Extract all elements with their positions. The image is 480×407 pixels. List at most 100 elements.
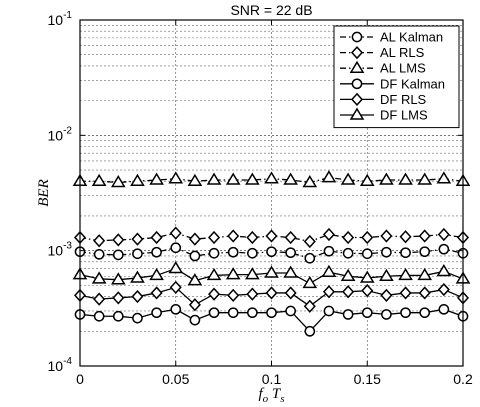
data-point: [168, 171, 184, 184]
data-point: [206, 172, 222, 185]
data-point: [131, 289, 144, 304]
y-tick-label: 10-4: [48, 356, 73, 374]
legend-entry-label: AL RLS: [380, 45, 425, 60]
data-point: [151, 307, 162, 319]
y-tick-label: 10-1: [48, 10, 73, 28]
data-point: [91, 173, 107, 186]
x-tick-label: 0.15: [354, 371, 381, 387]
legend-entry-label: AL Kalman: [380, 30, 443, 45]
data-point: [359, 270, 375, 283]
data-point: [93, 292, 106, 306]
data-point: [264, 265, 279, 278]
data-point: [284, 286, 297, 300]
legend-entry-label: DF LMS: [380, 108, 428, 123]
data-point: [112, 291, 125, 305]
data-point: [436, 171, 452, 184]
x-tick-label: 0.05: [162, 371, 189, 387]
data-point: [112, 310, 124, 322]
data-point: [168, 261, 184, 274]
data-point: [170, 303, 182, 315]
data-point: [225, 172, 241, 185]
x-tick-label: 0.1: [262, 371, 282, 387]
data-point: [208, 287, 221, 301]
data-point: [381, 246, 392, 258]
data-point: [246, 287, 259, 301]
data-point: [169, 280, 182, 295]
data-point: [303, 299, 316, 313]
legend-marker: [350, 92, 364, 107]
data-point: [227, 288, 240, 302]
data-point: [303, 234, 316, 249]
data-point: [381, 309, 392, 320]
data-point: [151, 246, 162, 258]
series-al-lms: [72, 170, 471, 188]
data-point: [399, 286, 412, 300]
data-point: [380, 288, 393, 302]
series-al-kalman: [74, 242, 469, 264]
data-point: [208, 307, 220, 319]
data-point: [379, 172, 394, 185]
data-point: [361, 284, 374, 298]
data-point: [361, 230, 374, 245]
data-point: [225, 267, 241, 280]
legend-marker: [349, 107, 365, 120]
x-tick-label: 0: [76, 371, 84, 387]
data-point: [380, 229, 393, 243]
data-point: [110, 272, 126, 285]
data-point: [419, 307, 431, 319]
data-point: [93, 248, 105, 260]
y-tick-label: 10-3: [48, 241, 73, 259]
data-point: [284, 230, 297, 245]
data-point: [208, 247, 220, 259]
data-point: [130, 270, 145, 283]
data-point: [285, 305, 296, 317]
data-point: [132, 312, 143, 324]
data-point: [283, 265, 298, 278]
data-point: [417, 267, 433, 281]
data-point: [265, 229, 278, 243]
data-point: [418, 229, 431, 243]
data-point: [266, 307, 277, 319]
data-point: [264, 171, 279, 184]
data-point: [189, 314, 201, 326]
data-point: [418, 286, 431, 300]
data-point: [150, 230, 163, 245]
data-point: [112, 249, 124, 261]
data-point: [322, 227, 335, 242]
data-point: [361, 307, 373, 319]
data-point: [245, 172, 260, 185]
data-point: [400, 307, 411, 319]
tick-layer: 0 0.05 0.1 0.15 0.2 10-4 10-3 10-2 10-1: [48, 10, 473, 387]
data-point: [340, 172, 356, 185]
data-point: [342, 230, 355, 245]
data-point: [342, 309, 354, 320]
series-df-rls: [73, 280, 470, 313]
legend-marker: [350, 45, 364, 60]
data-point: [266, 246, 277, 258]
data-point: [438, 243, 450, 255]
data-point: [149, 267, 164, 281]
data-point: [188, 298, 201, 312]
data-point: [188, 232, 201, 246]
data-point: [208, 230, 221, 245]
data-point: [340, 268, 356, 282]
data-point: [417, 172, 433, 185]
data-point: [131, 232, 144, 246]
data-point: [247, 247, 258, 259]
legend-box: [333, 25, 460, 129]
data-point: [399, 230, 412, 244]
data-point: [302, 175, 318, 188]
data-point: [132, 248, 143, 260]
data-point: [227, 307, 239, 319]
data-point: [436, 264, 452, 277]
y-tick-label: 10-2: [48, 125, 73, 143]
data-point: [342, 247, 354, 259]
data-point: [437, 282, 450, 297]
data-point: [323, 245, 335, 257]
x-tick-label: 0.2: [453, 371, 473, 387]
data-point: [304, 325, 316, 337]
series-df-kalman: [74, 303, 469, 337]
data-point: [169, 226, 182, 240]
series-layer: [72, 170, 471, 337]
legend-marker: [349, 60, 365, 73]
